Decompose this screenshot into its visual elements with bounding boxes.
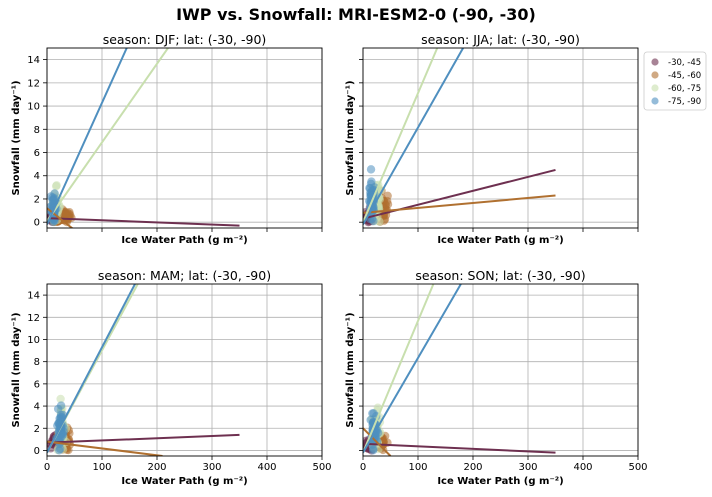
fit-line--30, -45 [47, 433, 240, 444]
y-axis-label: Snowfall (mm day⁻¹) [11, 80, 22, 195]
y-tick-label: 6 [34, 148, 40, 159]
x-axis-label: Ice Water Path (g m⁻²) [121, 476, 247, 487]
plot-area [363, 48, 556, 227]
data-point [52, 181, 61, 190]
axes-frame [362, 47, 639, 229]
x-tick-label: 0 [44, 462, 50, 473]
panel-1: season: JJA; lat: (-30, -90) Ice Water Pa… [345, 32, 639, 246]
x-tick-label: 300 [518, 462, 537, 473]
y-tick-label: 12 [27, 313, 40, 324]
legend-label: -60, -75 [668, 84, 701, 94]
y-tick-label: 4 [34, 171, 40, 182]
x-tick-label: 100 [408, 462, 427, 473]
data-point [58, 430, 68, 439]
legend-label: -75, -90 [668, 97, 701, 107]
data-point [382, 196, 392, 206]
data-point [54, 446, 64, 455]
fit-line--60, -75 [363, 48, 439, 223]
x-tick-label: 500 [312, 462, 331, 473]
x-axis-label: Ice Water Path (g m⁻²) [437, 476, 563, 487]
panel-3: 0 100 200 300 400 500 season: SON; lat: (-30, … [345, 268, 648, 487]
data-point [369, 409, 378, 418]
y-tick-label: 2 [34, 194, 40, 205]
x-tick-label: 300 [202, 462, 221, 473]
x-tick-label: 400 [573, 462, 592, 473]
data-point [369, 444, 378, 454]
fit-line--45, -60 [47, 207, 74, 228]
y-axis-label: Snowfall (mm day⁻¹) [345, 312, 356, 427]
panel-title: season: DJF; lat: (-30, -90) [103, 32, 267, 47]
legend-box [643, 51, 707, 111]
fit-line--45, -60 [363, 194, 556, 214]
legend-marker [651, 84, 659, 92]
x-axis-label: Ice Water Path (g m⁻²) [121, 235, 247, 246]
fit-line--75, -90 [47, 48, 128, 225]
y-axis-label: Snowfall (mm day⁻¹) [345, 80, 356, 195]
y-tick-label: 8 [34, 357, 40, 368]
axes-frame [46, 47, 323, 229]
data-point [56, 394, 65, 404]
plot-area [47, 284, 240, 456]
plot-area [47, 48, 240, 228]
x-tick-label: 500 [628, 462, 647, 473]
legend-marker [651, 97, 659, 105]
data-point [365, 183, 374, 193]
legend-marker [651, 58, 659, 66]
panel-title: season: MAM; lat: (-30, -90) [98, 268, 271, 283]
y-tick-label: 14 [27, 55, 40, 66]
y-tick-label: 12 [27, 78, 40, 89]
plot-area [363, 284, 556, 456]
fit-line--30, -45 [363, 442, 556, 454]
fit-line--45, -60 [47, 440, 163, 456]
fit-line--45, -60 [363, 427, 392, 456]
y-axis-label: Snowfall (mm day⁻¹) [11, 312, 22, 427]
y-tick-label: 8 [34, 125, 40, 136]
fit-line--30, -45 [47, 217, 240, 227]
fit-line--60, -75 [47, 48, 169, 222]
y-tick-label: 10 [27, 335, 40, 346]
x-tick-label: 0 [360, 462, 366, 473]
fit-line--75, -90 [363, 48, 464, 226]
y-tick-label: 14 [27, 291, 40, 302]
legend: -30, -45 -45, -60 -60, -75 -75, -90 [643, 51, 707, 111]
panel-0: 0 2 4 6 8 10 12 14 season: DJF; lat: (-30, -90) I… [11, 32, 323, 246]
data-point [366, 165, 376, 174]
y-tick-label: 0 [34, 218, 40, 229]
panels: 0 2 4 6 8 10 12 14 season: DJF; lat: (-30, -90) I… [11, 32, 648, 487]
panel-title: season: SON; lat: (-30, -90) [415, 268, 585, 283]
x-axis-label: Ice Water Path (g m⁻²) [437, 235, 563, 246]
fit-line--75, -90 [47, 284, 136, 454]
y-tick-label: 4 [34, 402, 40, 413]
panel-2: 0 100 200 300 400 500 0 2 4 6 8 10 12 14 season: MAM; … [11, 268, 332, 487]
legend-label: -45, -60 [668, 71, 701, 81]
axes-frame [362, 283, 639, 457]
panel-title: season: JJA; lat: (-30, -90) [421, 32, 580, 47]
x-tick-label: 400 [257, 462, 276, 473]
axes-frame [46, 283, 323, 457]
legend-marker [651, 71, 659, 79]
data-point [53, 404, 63, 414]
data-point [48, 195, 57, 205]
y-tick-label: 6 [34, 379, 40, 390]
x-tick-label: 100 [92, 462, 111, 473]
legend-label: -30, -45 [668, 58, 701, 68]
y-tick-label: 2 [34, 424, 40, 435]
fit-line--75, -90 [363, 284, 462, 454]
fit-line--30, -45 [363, 168, 556, 220]
y-tick-label: 10 [27, 102, 40, 113]
y-tick-label: 0 [34, 446, 40, 457]
fit-line--60, -75 [363, 284, 435, 454]
x-tick-label: 200 [463, 462, 482, 473]
x-tick-label: 200 [147, 462, 166, 473]
figure-title: IWP vs. Snowfall: MRI-ESM2-0 (-90, -30) [176, 5, 536, 24]
